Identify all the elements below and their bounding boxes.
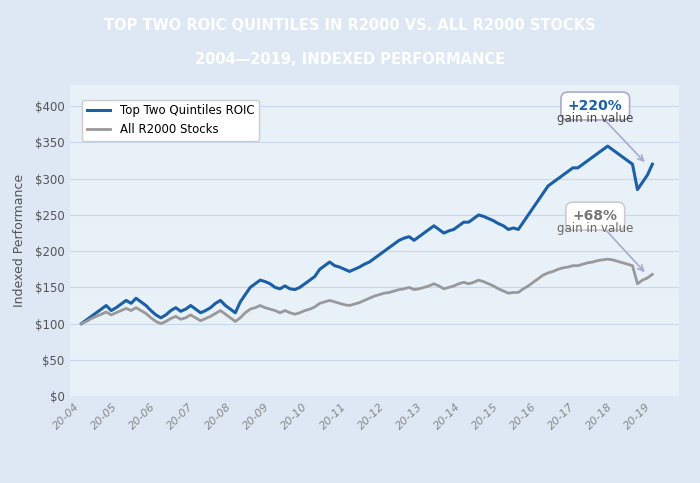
Text: +68%: +68%	[573, 209, 618, 223]
Y-axis label: Indexed Performance: Indexed Performance	[13, 174, 27, 307]
Text: +220%: +220%	[568, 99, 622, 113]
Text: gain in value: gain in value	[557, 222, 634, 235]
Text: 2004—2019, INDEXED PERFORMANCE: 2004—2019, INDEXED PERFORMANCE	[195, 52, 505, 67]
Text: TOP TWO ROIC QUINTILES IN R2000 VS. ALL R2000 STOCKS: TOP TWO ROIC QUINTILES IN R2000 VS. ALL …	[104, 18, 596, 33]
Legend: Top Two Quintiles ROIC, All R2000 Stocks: Top Two Quintiles ROIC, All R2000 Stocks	[82, 100, 259, 141]
Text: gain in value: gain in value	[557, 112, 634, 125]
